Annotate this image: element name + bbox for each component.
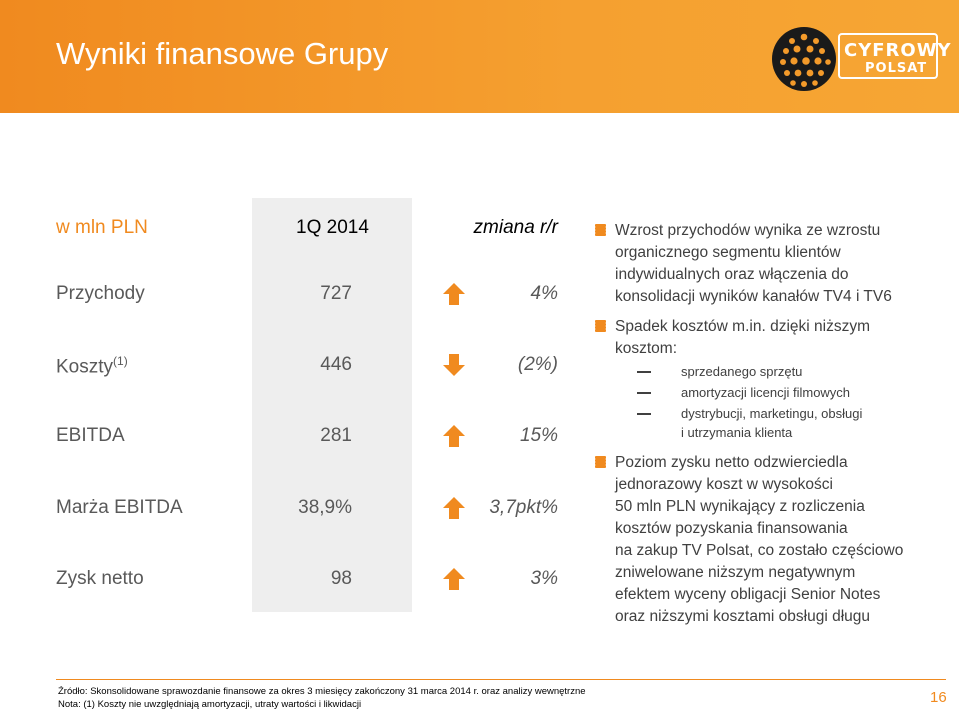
- row-value: 446: [320, 354, 352, 375]
- row-change: (2%): [517, 354, 558, 375]
- sub-bullet-line: dystrybucji, marketingu, obsługi: [615, 404, 940, 423]
- globe-icon: [772, 27, 836, 91]
- sub-bullet-line: amortyzacji licencji filmowych: [615, 383, 940, 402]
- row-label-footnote: (1): [113, 354, 128, 368]
- row-label: Koszty(1): [56, 354, 128, 378]
- sub-bullet-text: i utrzymania klienta: [681, 425, 793, 440]
- arrow-up-icon: [443, 283, 465, 305]
- header-bar: Wyniki finansowe Grupy CYFROWY POLSAT: [0, 0, 959, 113]
- dash-marker: [637, 392, 651, 394]
- row-change: 4%: [530, 283, 558, 304]
- coin-stack-bullet-icon: [595, 456, 606, 468]
- arrow-down-icon: [443, 354, 465, 376]
- row-label: Przychody: [56, 283, 145, 305]
- page-number: 16: [930, 689, 947, 706]
- arrow-up-icon: [443, 568, 465, 590]
- bullet-item: Spadek kosztów m.in. dzięki niższym koszt…: [595, 316, 940, 442]
- coin-stack-bullet-icon: [595, 320, 606, 332]
- bullet-item: Wzrost przychodów wynika ze wzrostu organ…: [595, 220, 940, 308]
- bullet-line: na zakup TV Polsat, co zostało częściowo: [615, 542, 904, 559]
- period-column-background: [252, 198, 412, 612]
- row-change: 3,7pkt%: [489, 497, 558, 518]
- logo-text-line1: CYFROWY: [844, 40, 952, 61]
- logo-text-line2: POLSAT: [865, 61, 928, 76]
- row-label-text: Koszty: [56, 356, 114, 378]
- row-label-text: EBITDA: [56, 425, 125, 446]
- footer-source: Źródło: Skonsolidowane sprawozdanie fina…: [58, 686, 586, 697]
- row-change: 3%: [530, 568, 558, 589]
- bullet-line: Poziom zysku netto odzwierciedla: [615, 454, 848, 471]
- sub-bullet-text: dystrybucji, marketingu, obsługi: [681, 406, 863, 421]
- row-label-text: Przychody: [56, 283, 145, 304]
- table-header-change: zmiana r/r: [473, 217, 558, 238]
- row-label-text: Marża EBITDA: [56, 497, 183, 518]
- commentary-bullets: Wzrost przychodów wynika ze wzrostu organ…: [595, 220, 940, 636]
- footer-divider: [56, 679, 946, 680]
- bullet-line: zniwelowane niższym negatywnym: [615, 564, 856, 581]
- row-label: EBITDA: [56, 425, 125, 447]
- row-value: 98: [330, 568, 352, 589]
- bullet-line: efektem wyceny obligacji Senior Notes: [615, 586, 881, 603]
- row-value: 38,9%: [298, 497, 352, 518]
- row-label: Marża EBITDA: [56, 497, 183, 519]
- row-value: 727: [320, 283, 352, 304]
- coin-stack-bullet-icon: [595, 224, 606, 236]
- bullet-line: organicznego segmentu klientów: [615, 244, 841, 261]
- sub-bullet-line: i utrzymania klienta: [615, 423, 940, 442]
- row-change: 15%: [519, 425, 558, 446]
- bullet-line: oraz niższymi kosztami obsługi długu: [615, 608, 870, 625]
- page-title: Wyniki finansowe Grupy: [56, 36, 389, 71]
- dash-marker: [637, 371, 651, 373]
- dash-marker: [637, 413, 651, 415]
- row-label-text: Zysk netto: [56, 568, 144, 589]
- bullet-item: Poziom zysku netto odzwierciedla jednoraz…: [595, 452, 940, 628]
- bullet-line: konsolidacji wyników kanałów TV4 i TV6: [615, 288, 892, 305]
- cyfrowy-polsat-logo: CYFROWY POLSAT: [770, 17, 952, 101]
- logo-frame: [838, 33, 938, 79]
- bullet-line: Wzrost przychodów wynika ze wzrostu: [615, 222, 881, 239]
- footer-note: Nota: (1) Koszty nie uwzględniają amorty…: [58, 699, 362, 710]
- bullet-line: 50 mln PLN wynikający z rozliczenia: [615, 498, 865, 515]
- sub-bullet-text: amortyzacji licencji filmowych: [681, 385, 851, 400]
- sub-bullet-line: sprzedanego sprzętu: [615, 362, 940, 381]
- bullet-line: indywidualnych oraz włączenia do: [615, 266, 849, 283]
- table-header-unit: w mln PLN: [56, 217, 148, 238]
- arrow-up-icon: [443, 425, 465, 447]
- sub-bullet-text: sprzedanego sprzętu: [681, 364, 803, 379]
- bullet-line: kosztom:: [615, 340, 678, 357]
- arrow-up-icon: [443, 497, 465, 519]
- bullet-line: jednorazowy koszt w wysokości: [615, 476, 833, 493]
- bullet-line: Spadek kosztów m.in. dzięki niższym: [615, 318, 870, 335]
- row-value: 281: [320, 425, 352, 446]
- table-header-period: 1Q 2014: [296, 217, 369, 238]
- bullet-line: kosztów pozyskania finansowania: [615, 520, 848, 537]
- row-label: Zysk netto: [56, 568, 144, 590]
